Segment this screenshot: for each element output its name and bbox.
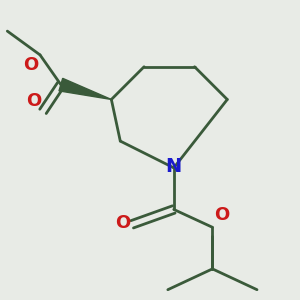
Text: O: O: [23, 56, 38, 74]
Text: O: O: [116, 214, 131, 232]
Text: O: O: [214, 206, 229, 224]
Polygon shape: [59, 78, 111, 100]
Text: N: N: [166, 157, 182, 176]
Text: O: O: [26, 92, 41, 110]
